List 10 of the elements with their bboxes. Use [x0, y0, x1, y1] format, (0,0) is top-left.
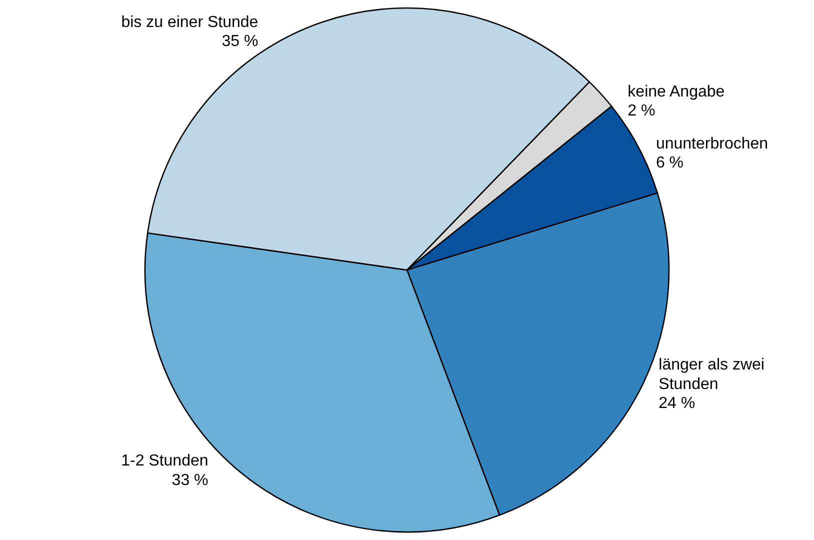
- data-label: 35 %: [222, 33, 258, 50]
- slice-label: länger als zwei Stunden: [658, 356, 764, 393]
- data-label: 24 %: [658, 395, 696, 412]
- slice-label: keine Angabe: [628, 83, 725, 100]
- data-label: 2 %: [628, 102, 656, 120]
- slice-label: 1-2 Stunden: [121, 452, 208, 470]
- slice-label: bis zu einer Stunde: [121, 14, 258, 31]
- data-label: 6 %: [656, 154, 684, 172]
- data-label: 33 %: [172, 472, 208, 489]
- slice-label: ununterbrochen: [656, 136, 768, 153]
